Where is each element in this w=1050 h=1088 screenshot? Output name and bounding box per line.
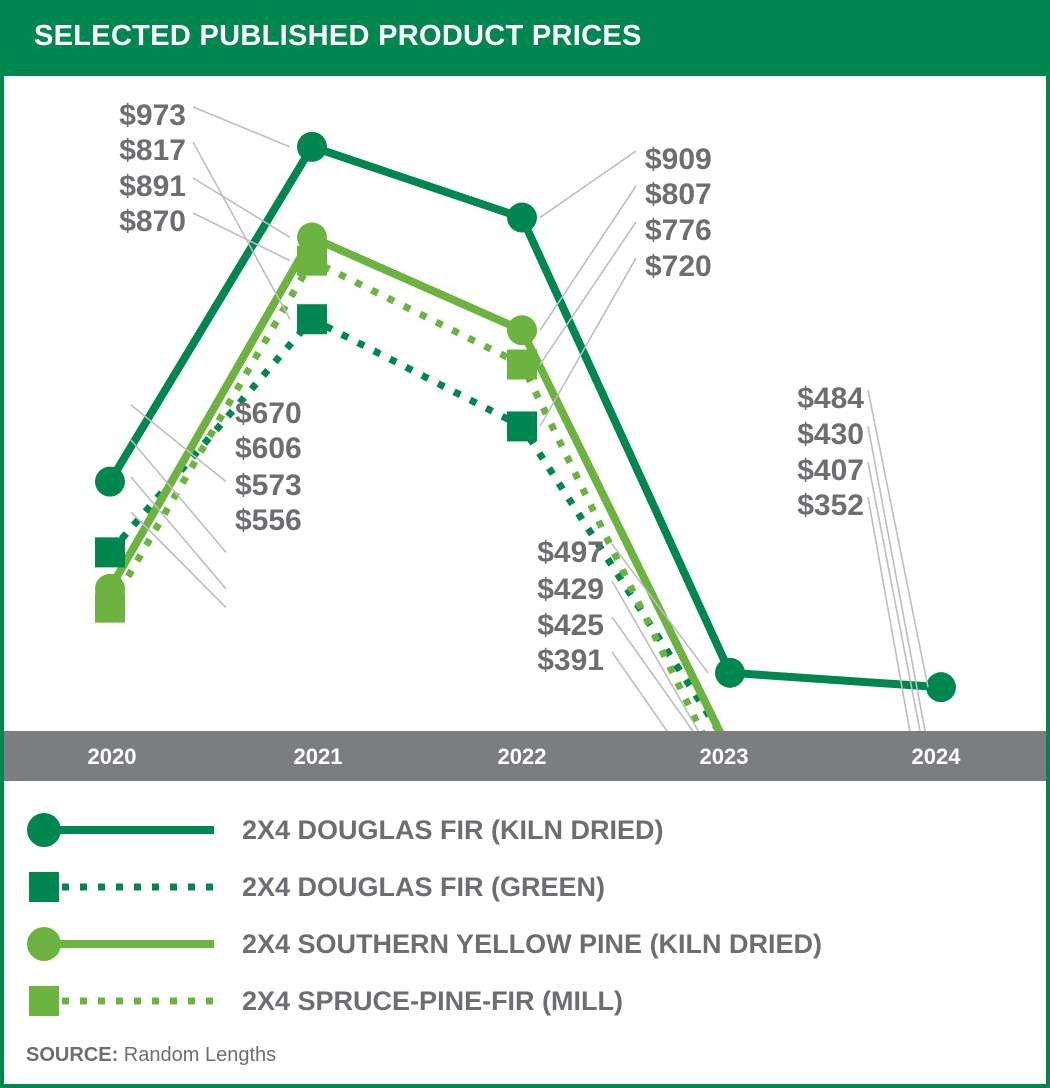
- data-label: $606: [235, 432, 302, 465]
- legend-label: 2X4 SOUTHERN YELLOW PINE (KILN DRIED): [242, 929, 823, 959]
- data-label: $430: [797, 418, 864, 451]
- data-point-circle: [715, 657, 745, 688]
- legend-symbol: [29, 872, 214, 902]
- data-point-square: [297, 304, 327, 335]
- leader-line: [192, 212, 291, 262]
- legend-symbol: [27, 813, 214, 847]
- data-point-square: [95, 537, 125, 568]
- data-point-square: [507, 349, 537, 380]
- data-label: $407: [797, 454, 864, 487]
- x-axis-band: [4, 731, 1046, 781]
- legend-marker-square: [29, 872, 59, 902]
- data-label: $720: [645, 250, 712, 283]
- legend-label: 2X4 DOUGLAS FIR (GREEN): [242, 872, 606, 902]
- leader-line: [192, 106, 291, 148]
- data-label: $870: [119, 205, 186, 238]
- x-tick-label-2022: 2022: [497, 744, 547, 769]
- data-label: $391: [537, 644, 604, 677]
- legend-symbol: [27, 927, 214, 961]
- data-point-square: [95, 592, 125, 623]
- chart-title: SELECTED PUBLISHED PRODUCT PRICES: [34, 20, 642, 52]
- data-label: $817: [119, 134, 186, 167]
- data-label: $573: [235, 469, 302, 502]
- leader-line: [867, 389, 929, 688]
- data-label: $497: [537, 536, 604, 569]
- data-label: $429: [537, 573, 604, 606]
- legend-item: 2X4 DOUGLAS FIR (GREEN): [0, 862, 1050, 912]
- leader-line: [539, 150, 637, 219]
- leader-line: [867, 461, 921, 731]
- leader-line: [192, 177, 291, 239]
- data-labels: $670 $973 $909 $497 $484 $606 $817 $720 $429 $430…: [119, 99, 929, 731]
- legend-item: 2X4 DOUGLAS FIR (KILN DRIED): [0, 805, 1050, 855]
- data-label: $891: [119, 170, 186, 203]
- legend-symbol: [29, 986, 214, 1016]
- leader-line: [611, 616, 694, 731]
- leader-line: [539, 221, 637, 365]
- data-label: $556: [235, 504, 302, 537]
- leader-line: [867, 425, 926, 731]
- data-point-circle: [507, 202, 537, 233]
- data-point-circle: [297, 222, 327, 253]
- leader-line: [130, 404, 227, 483]
- source-text: Random Lengths: [123, 1044, 277, 1066]
- data-label: $352: [797, 489, 864, 522]
- legend-label: 2X4 DOUGLAS FIR (KILN DRIED): [242, 815, 664, 845]
- data-point-circle: [926, 672, 956, 703]
- legend-marker-circle: [27, 813, 61, 847]
- data-point-circle: [507, 315, 537, 346]
- x-tick-label-2020: 2020: [87, 744, 137, 769]
- legend-item: 2X4 SPRUCE-PINE-FIR (MILL): [0, 976, 1050, 1026]
- leader-line: [130, 476, 227, 590]
- legend-marker-square: [29, 986, 59, 1016]
- leader-line: [130, 439, 227, 553]
- x-tick-label-2023: 2023: [699, 744, 749, 769]
- data-label: $776: [645, 214, 712, 247]
- data-point-square: [507, 411, 537, 442]
- x-tick-label-2021: 2021: [293, 744, 343, 769]
- x-tick-label-2024: 2024: [911, 744, 961, 769]
- data-label: $807: [645, 178, 712, 211]
- data-label: $425: [537, 609, 604, 642]
- legend-label: 2X4 SPRUCE-PINE-FIR (MILL): [242, 986, 624, 1016]
- legend-marker-circle: [27, 927, 61, 961]
- data-label: $909: [645, 143, 712, 176]
- leader-line: [539, 257, 637, 427]
- source-label: SOURCE:: [26, 1044, 119, 1066]
- header-bar: SELECTED PUBLISHED PRODUCT PRICES: [0, 0, 1050, 76]
- source-note: SOURCE: Random Lengths: [26, 1044, 276, 1067]
- data-label: $973: [119, 99, 186, 132]
- leader-line: [130, 511, 227, 609]
- line-chart: $670 $973 $909 $497 $484 $606 $817 $720 $429 $430…: [95, 99, 956, 731]
- leader-line: [192, 141, 291, 320]
- legend-item: 2X4 SOUTHERN YELLOW PINE (KILN DRIED): [0, 919, 1050, 969]
- leader-line: [611, 580, 700, 731]
- data-label: $484: [797, 382, 864, 415]
- data-point-circle: [95, 466, 125, 497]
- data-point-square: [297, 245, 327, 276]
- leader-line: [867, 496, 911, 731]
- leader-line: [611, 651, 668, 731]
- leader-line: [611, 543, 709, 674]
- leader-line: [539, 185, 637, 331]
- data-point-circle: [297, 131, 327, 162]
- data-label: $670: [235, 397, 302, 430]
